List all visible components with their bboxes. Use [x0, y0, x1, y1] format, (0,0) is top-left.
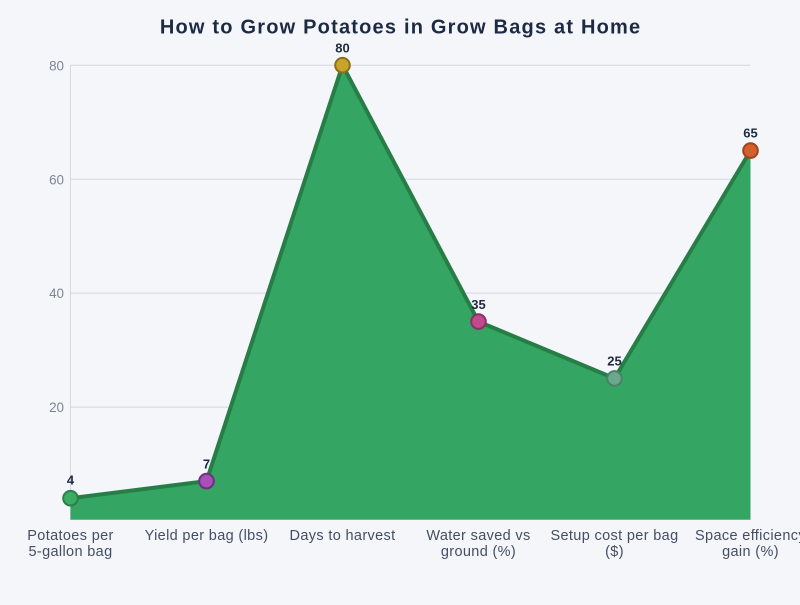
svg-text:Potatoes per: Potatoes per: [27, 528, 113, 544]
svg-text:Space efficiency: Space efficiency: [695, 528, 800, 544]
svg-text:Days to harvest: Days to harvest: [290, 528, 396, 544]
svg-text:7: 7: [203, 456, 210, 471]
svg-text:25: 25: [607, 354, 621, 369]
svg-text:gain (%): gain (%): [722, 544, 779, 560]
svg-text:20: 20: [49, 400, 64, 415]
svg-text:60: 60: [49, 172, 64, 187]
svg-text:40: 40: [49, 286, 64, 301]
svg-text:How to Grow Potatoes in Grow B: How to Grow Potatoes in Grow Bags at Hom…: [160, 17, 641, 39]
svg-text:Water saved vs: Water saved vs: [426, 528, 530, 544]
svg-text:35: 35: [471, 297, 485, 312]
svg-text:ground (%): ground (%): [441, 544, 516, 560]
svg-text:4: 4: [67, 473, 75, 488]
svg-text:80: 80: [49, 58, 64, 73]
svg-text:Yield per bag (lbs): Yield per bag (lbs): [145, 528, 269, 544]
svg-text:Setup cost per bag: Setup cost per bag: [550, 528, 678, 544]
svg-text:($): ($): [605, 544, 624, 560]
svg-text:65: 65: [743, 126, 757, 141]
svg-text:5-gallon bag: 5-gallon bag: [28, 544, 112, 560]
svg-text:80: 80: [335, 40, 349, 55]
